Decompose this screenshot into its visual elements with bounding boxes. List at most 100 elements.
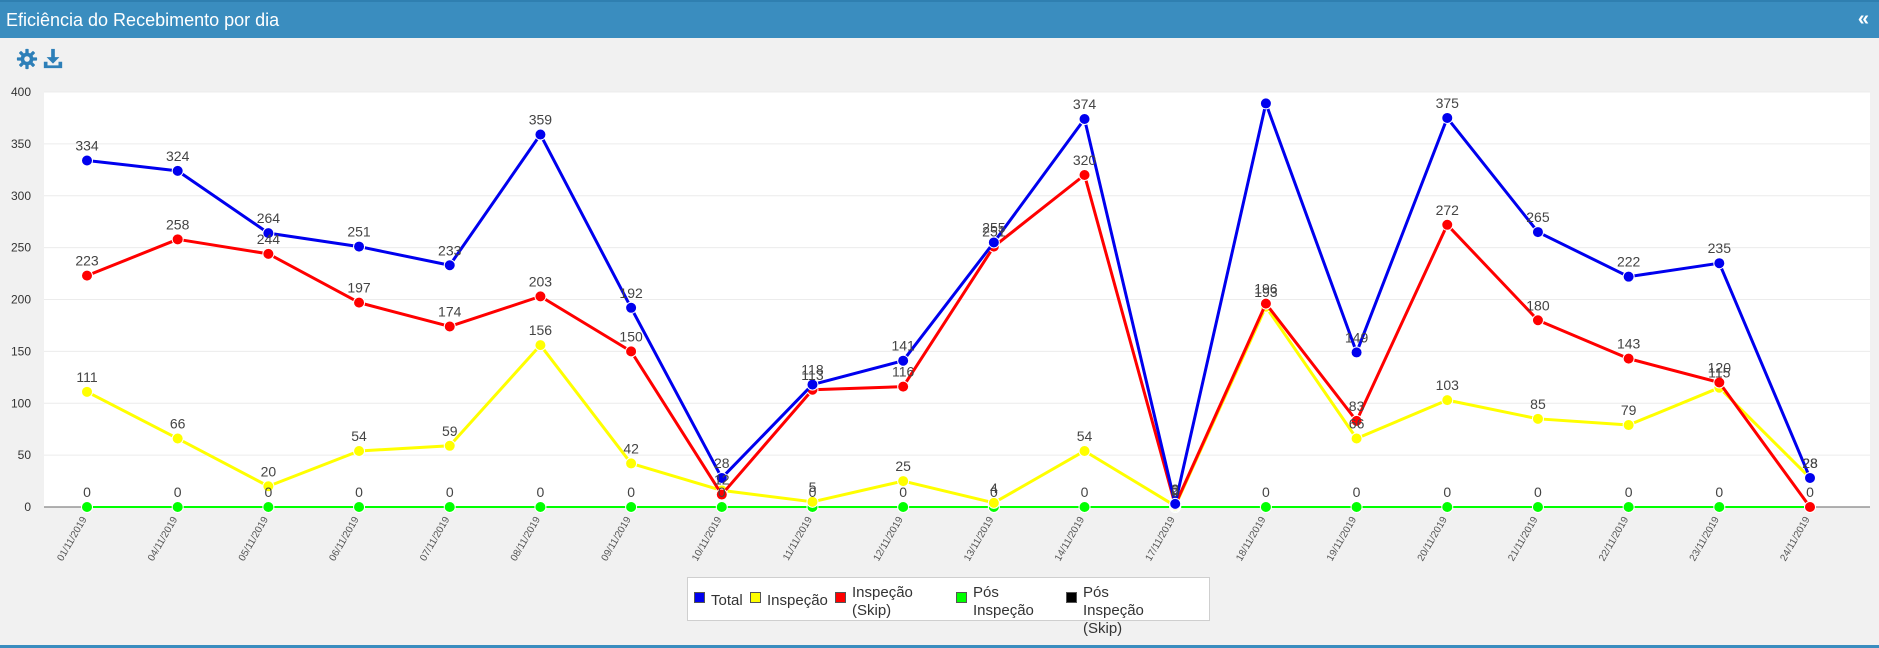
data-point[interactable] — [171, 233, 184, 246]
data-label: 0 — [1171, 484, 1179, 500]
data-label: 118 — [801, 362, 824, 378]
data-point[interactable] — [1622, 501, 1635, 513]
data-label: 0 — [446, 484, 454, 500]
data-label: 193 — [1254, 284, 1278, 300]
data-point[interactable] — [1531, 314, 1544, 327]
data-label: 25 — [895, 458, 911, 474]
data-point[interactable] — [443, 501, 456, 513]
data-point[interactable] — [443, 259, 456, 272]
data-point[interactable] — [625, 301, 638, 314]
data-point[interactable] — [625, 345, 638, 358]
data-point[interactable] — [625, 501, 638, 513]
data-point[interactable] — [715, 501, 728, 513]
data-point[interactable] — [1350, 432, 1363, 445]
data-point[interactable] — [1804, 501, 1816, 513]
data-point[interactable] — [715, 488, 728, 501]
data-point[interactable] — [1259, 97, 1272, 110]
gear-icon[interactable] — [16, 48, 38, 75]
data-point[interactable] — [1078, 501, 1091, 513]
data-point[interactable] — [1622, 270, 1635, 283]
data-label: 103 — [1436, 377, 1460, 393]
data-label: 265 — [1526, 209, 1550, 225]
legend-swatch — [750, 592, 761, 603]
data-point[interactable] — [897, 501, 910, 513]
data-point[interactable] — [1078, 112, 1091, 125]
data-point[interactable] — [1622, 419, 1635, 432]
chart-area: 0 50 100 150 200 250 300 350 400 01/11/2019 04/11/… — [0, 80, 1879, 640]
series-line-0 — [86, 101, 1812, 506]
data-point[interactable] — [1713, 501, 1726, 513]
data-point[interactable] — [1078, 169, 1091, 181]
data-label: 0 — [264, 484, 272, 500]
data-point[interactable] — [171, 164, 184, 177]
data-point[interactable] — [262, 501, 275, 513]
data-label: 0 — [899, 484, 907, 500]
data-point[interactable] — [1441, 501, 1454, 513]
data-point[interactable] — [443, 320, 456, 333]
download-icon[interactable] — [42, 48, 64, 75]
data-point[interactable] — [262, 480, 275, 493]
data-point[interactable] — [1531, 226, 1544, 239]
data-point[interactable] — [897, 380, 910, 393]
data-point[interactable] — [1531, 412, 1544, 425]
data-point[interactable] — [987, 496, 1000, 509]
data-point[interactable] — [1078, 444, 1091, 457]
data-point[interactable] — [262, 247, 275, 260]
data-point[interactable] — [1441, 218, 1454, 231]
data-point[interactable] — [353, 240, 366, 253]
legend-label: Inspeção — [767, 592, 828, 609]
legend-swatch — [694, 592, 705, 603]
data-point[interactable] — [1259, 297, 1272, 310]
data-point[interactable] — [1622, 352, 1635, 365]
x-tick-label: 09/11/2019 — [600, 515, 634, 564]
data-label: 115 — [1708, 365, 1731, 381]
data-point[interactable] — [1441, 111, 1454, 124]
data-point[interactable] — [1713, 257, 1726, 270]
data-label: 150 — [619, 328, 643, 344]
data-point[interactable] — [1804, 471, 1816, 484]
y-tick-label: 300 — [11, 189, 31, 203]
data-label: 0 — [809, 484, 817, 500]
legend-label: Total — [711, 592, 743, 609]
data-point[interactable] — [715, 471, 728, 484]
data-point[interactable] — [81, 385, 93, 398]
data-label: 0 — [1353, 484, 1361, 500]
data-point[interactable] — [1350, 346, 1363, 359]
data-point[interactable] — [443, 439, 456, 452]
data-point[interactable] — [353, 296, 366, 309]
data-point[interactable] — [1441, 394, 1454, 407]
x-tick-label: 24/11/2019 — [1778, 515, 1812, 564]
panel-bottom-border — [0, 645, 1879, 648]
data-point[interactable] — [1350, 414, 1363, 427]
data-point[interactable] — [534, 339, 547, 352]
x-tick-label: 04/11/2019 — [146, 515, 180, 564]
data-point[interactable] — [262, 227, 275, 240]
data-point[interactable] — [171, 501, 184, 513]
data-point[interactable] — [81, 269, 93, 282]
data-point[interactable] — [171, 432, 184, 445]
y-tick-label: 150 — [11, 344, 31, 358]
collapse-button[interactable]: « — [1857, 8, 1869, 30]
data-point[interactable] — [534, 290, 547, 303]
data-label: 255 — [982, 219, 1006, 235]
data-point[interactable] — [534, 128, 547, 141]
data-point[interactable] — [81, 154, 93, 167]
data-point[interactable] — [1713, 376, 1726, 389]
data-point[interactable] — [987, 236, 1000, 249]
data-point[interactable] — [1350, 501, 1363, 513]
data-point[interactable] — [81, 501, 93, 513]
data-point[interactable] — [806, 495, 819, 508]
data-point[interactable] — [897, 354, 910, 367]
data-point[interactable] — [353, 501, 366, 513]
data-point[interactable] — [897, 475, 910, 488]
data-point[interactable] — [534, 501, 547, 513]
data-point[interactable] — [1531, 501, 1544, 513]
data-label: 156 — [529, 322, 553, 338]
data-point[interactable] — [1169, 497, 1182, 510]
data-point[interactable] — [1259, 501, 1272, 513]
data-point[interactable] — [806, 378, 819, 391]
data-point[interactable] — [353, 444, 366, 457]
data-point[interactable] — [625, 457, 638, 470]
data-label: 0 — [174, 484, 182, 500]
